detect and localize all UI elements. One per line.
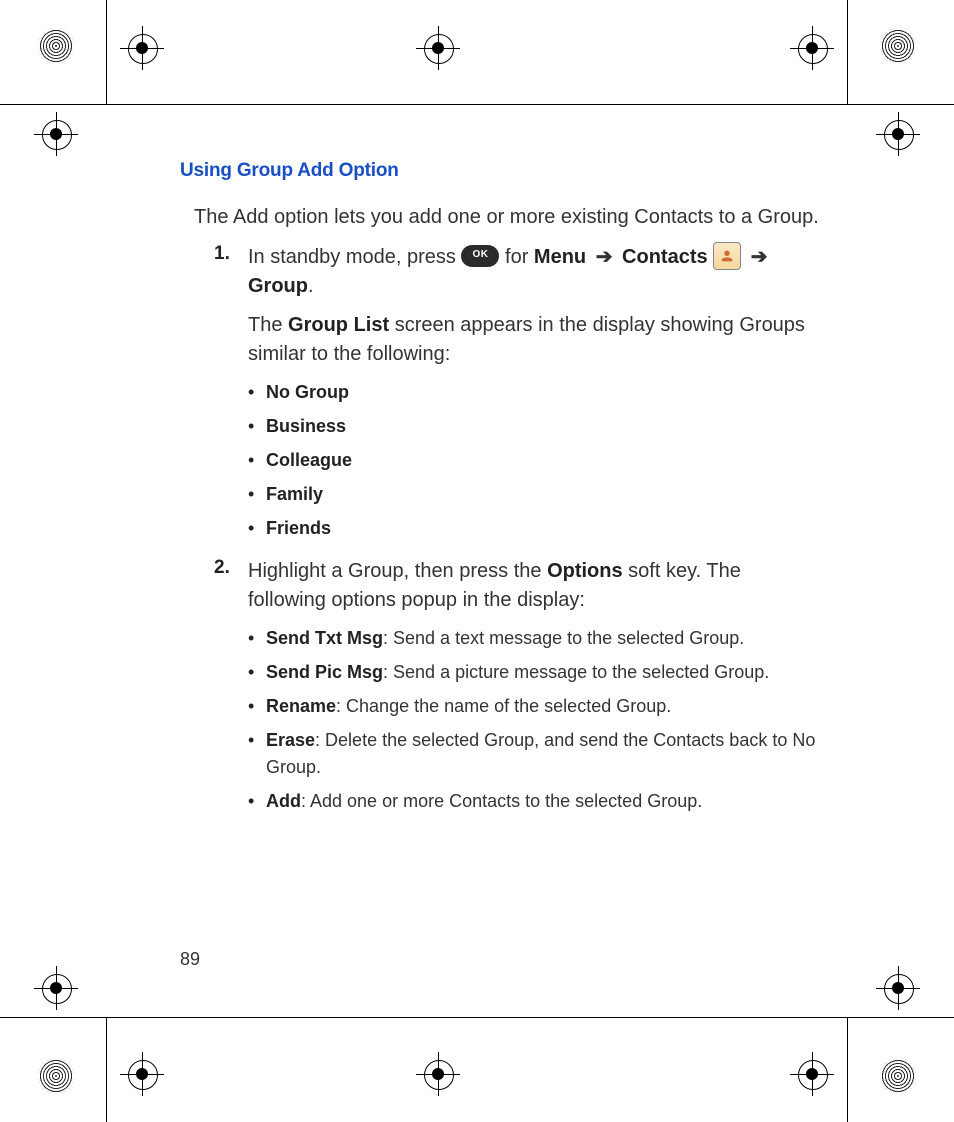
step-number: 2. — [214, 557, 248, 822]
text: for — [505, 246, 534, 268]
registration-corner-br — [880, 1058, 916, 1094]
registration-target — [42, 974, 70, 1002]
option-name: Add — [266, 791, 301, 811]
arrow-icon: ➔ — [747, 246, 772, 268]
list-item: Send Pic Msg: Send a picture message to … — [248, 659, 820, 686]
group-name: No Group — [266, 382, 349, 402]
crop-line-v-br — [847, 1018, 848, 1122]
list-item: Colleague — [248, 447, 820, 474]
registration-corner-tr — [880, 28, 916, 64]
registration-target — [798, 1060, 826, 1088]
contacts-icon — [713, 242, 741, 270]
list-item: Family — [248, 481, 820, 508]
menu-label: Menu — [534, 246, 586, 268]
registration-target — [424, 34, 452, 62]
registration-target — [884, 974, 912, 1002]
text: In standby mode, press — [248, 246, 461, 268]
text: . — [308, 275, 314, 297]
crop-line-v-tr — [847, 0, 848, 104]
options-list: Send Txt Msg: Send a text message to the… — [248, 625, 820, 815]
step-2: 2. Highlight a Group, then press the Opt… — [214, 557, 820, 822]
group-name: Business — [266, 416, 346, 436]
section-title: Using Group Add Option — [180, 160, 820, 182]
option-desc: : Delete the selected Group, and send th… — [266, 730, 815, 777]
registration-corner-bl — [38, 1058, 74, 1094]
registration-target — [128, 1060, 156, 1088]
ok-button-icon: OK — [461, 245, 499, 267]
registration-target — [42, 120, 70, 148]
step-body: Highlight a Group, then press the Option… — [248, 557, 820, 822]
arrow-icon: ➔ — [592, 246, 617, 268]
intro-text: The Add option lets you add one or more … — [194, 206, 820, 229]
list-item: No Group — [248, 379, 820, 406]
group-label: Group — [248, 275, 308, 297]
crop-line-v-bl — [106, 1018, 107, 1122]
text: Highlight a Group, then press the — [248, 560, 547, 582]
group-list: No Group Business Colleague Family Frien… — [248, 379, 820, 542]
option-desc: : Send a text message to the selected Gr… — [383, 628, 744, 648]
step-1-line-2: The Group List screen appears in the dis… — [248, 311, 820, 369]
option-desc: : Add one or more Contacts to the select… — [301, 791, 702, 811]
group-name: Family — [266, 484, 323, 504]
list-item: Friends — [248, 515, 820, 542]
step-number: 1. — [214, 243, 248, 549]
list-item: Send Txt Msg: Send a text message to the… — [248, 625, 820, 652]
option-desc: : Send a picture message to the selected… — [383, 662, 769, 682]
option-name: Rename — [266, 696, 336, 716]
registration-target — [128, 34, 156, 62]
crop-line-bottom — [0, 1017, 954, 1018]
registration-corner-tl — [38, 28, 74, 64]
option-name: Send Pic Msg — [266, 662, 383, 682]
list-item: Rename: Change the name of the selected … — [248, 693, 820, 720]
group-name: Colleague — [266, 450, 352, 470]
group-name: Friends — [266, 518, 331, 538]
crop-line-v-tl — [106, 0, 107, 104]
option-name: Erase — [266, 730, 315, 750]
registration-target — [424, 1060, 452, 1088]
options-label: Options — [547, 560, 623, 582]
list-item: Add: Add one or more Contacts to the sel… — [248, 788, 820, 815]
option-name: Send Txt Msg — [266, 628, 383, 648]
group-list-label: Group List — [288, 314, 389, 336]
contacts-label: Contacts — [622, 246, 708, 268]
step-2-line-1: Highlight a Group, then press the Option… — [248, 557, 820, 615]
step-1: 1. In standby mode, press OK for Menu ➔ … — [214, 243, 820, 549]
list-item: Erase: Delete the selected Group, and se… — [248, 727, 820, 781]
text: The — [248, 314, 288, 336]
option-desc: : Change the name of the selected Group. — [336, 696, 671, 716]
crop-line-top — [0, 104, 954, 105]
step-body: In standby mode, press OK for Menu ➔ Con… — [248, 243, 820, 549]
page-number: 89 — [180, 949, 200, 970]
list-item: Business — [248, 413, 820, 440]
step-1-line-1: In standby mode, press OK for Menu ➔ Con… — [248, 243, 820, 301]
page-content: Using Group Add Option The Add option le… — [180, 160, 820, 830]
registration-target — [798, 34, 826, 62]
registration-target — [884, 120, 912, 148]
